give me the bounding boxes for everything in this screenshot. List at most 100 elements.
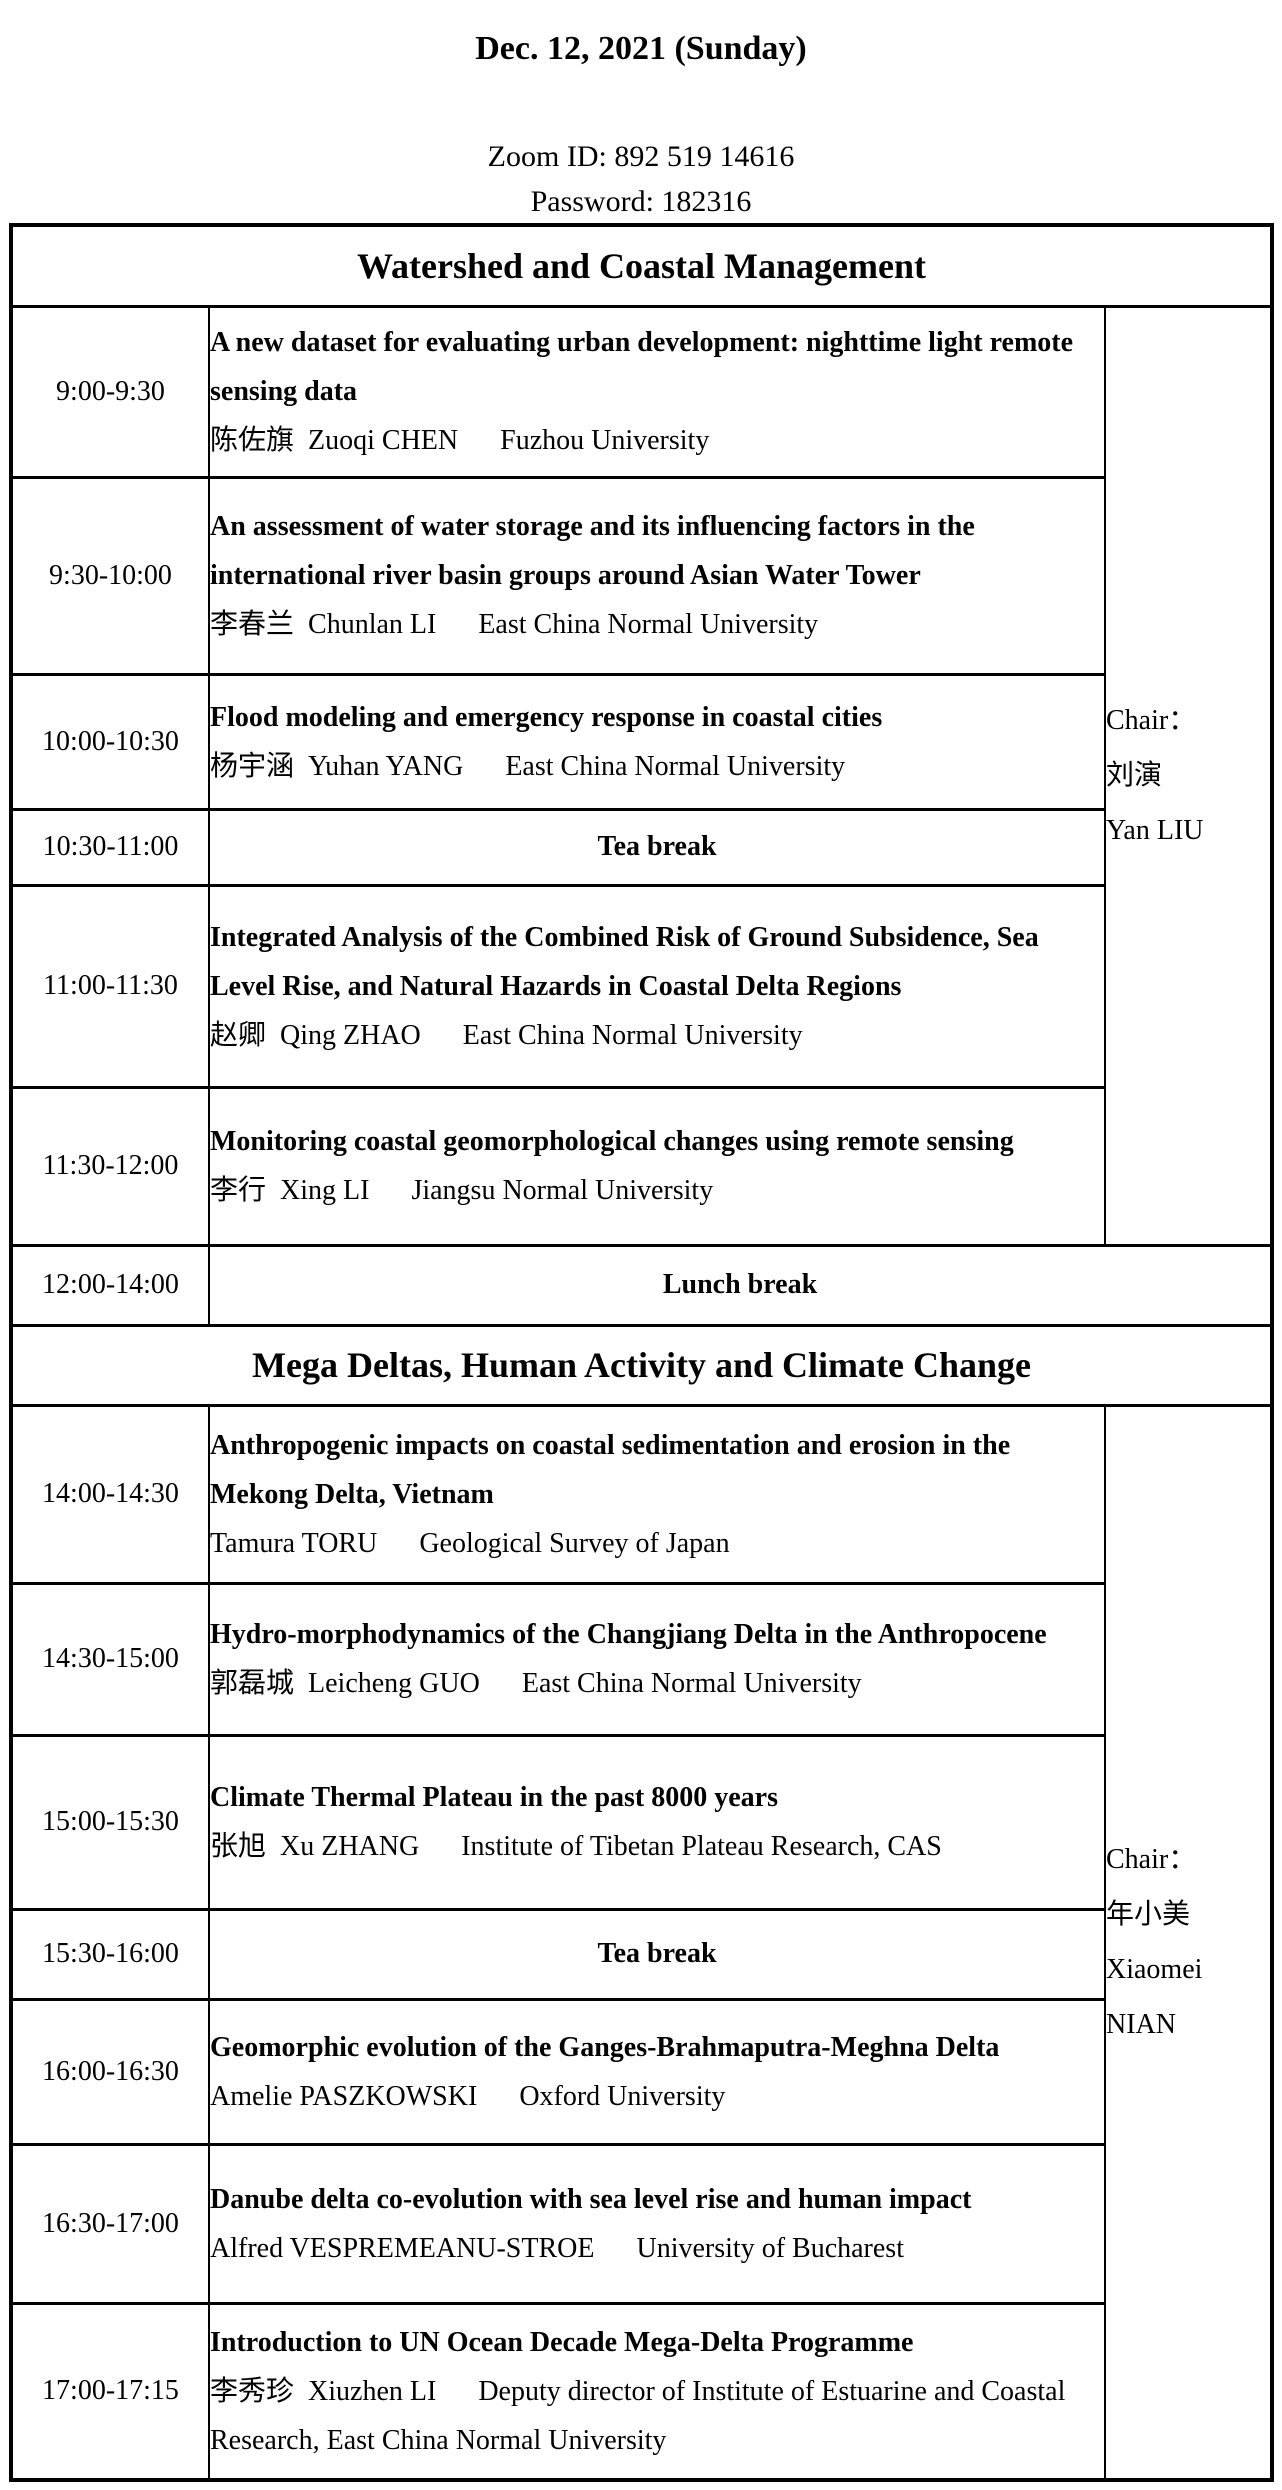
table-row: 9:00-9:30 A new dataset for evaluating u… <box>10 304 1273 1247</box>
speaker-name-cn: 赵卿 <box>210 1019 267 1051</box>
speaker-affiliation: East China Normal University <box>521 1668 862 1699</box>
speaker-line: 杨宇涵 Yuhan YANG East China Normal Universit… <box>211 742 1103 791</box>
speaker-name-en: Yuhan YANG <box>308 750 464 782</box>
page-title: Dec. 12, 2021 (Sunday) <box>475 30 807 67</box>
tea-break-cell: Tea break <box>208 807 1106 887</box>
time-cell: 14:30-15:00 <box>10 1581 210 1737</box>
time-cell: 11:00-11:30 <box>10 883 210 1089</box>
talk-title: A new dataset for evaluating urban devel… <box>210 327 1074 407</box>
speaker-affiliation: Oxford University <box>519 2080 726 2112</box>
speaker-name-cn: 李行 <box>210 1175 267 1206</box>
talk-title: Climate Thermal Plateau in the past 8000… <box>210 1782 778 1813</box>
speaker-affiliation: Institute of Tibetan Plateau Research, C… <box>461 1831 942 1862</box>
talk-cell: Integrated Analysis of the Combined Risk… <box>208 883 1106 1089</box>
speaker-affiliation: Deputy director of Institute of Estuarin… <box>210 2375 1066 2456</box>
table-row: 14:00-14:30 Anthropogenic impacts on coa… <box>10 1403 1273 2482</box>
speaker-line: 张旭 Xu ZHANG Institute of Tibetan Plateau R… <box>210 1822 1103 1871</box>
talk-cell: Introduction to UN Ocean Decade Mega-Del… <box>208 2301 1106 2482</box>
chair-name-en: Yan LIU <box>1106 815 1204 846</box>
talk-title: Hydro-morphodynamics of the Changjiang D… <box>210 1619 1047 1650</box>
speaker-line: Tamura TORU Geological Survey of Japan <box>210 1519 1103 1568</box>
talk-cell: Anthropogenic impacts on coastal sedimen… <box>208 1403 1106 1585</box>
speaker-name-en: Amelie PASZKOWSKI <box>210 2080 478 2112</box>
speaker-name-en: Leicheng GUO <box>308 1668 480 1699</box>
speaker-line: Alfred VESPREMEANU-STROE University of Bu… <box>211 2224 1103 2273</box>
zoom-id-label: Zoom ID: <box>487 140 607 173</box>
talk-title: Geomorphic evolution of the Ganges-Brahm… <box>210 2031 1000 2063</box>
table-row: 12:00-14:00 Lunch break <box>10 1243 1273 1327</box>
speaker-name-cn: 李秀珍 <box>210 2375 295 2407</box>
speaker-name-cn: 李春兰 <box>210 609 295 640</box>
talk-title: Integrated Analysis of the Combined Risk… <box>210 921 1039 1002</box>
talk-title: Introduction to UN Ocean Decade Mega-Del… <box>210 2326 914 2358</box>
speaker-name-cn: 张旭 <box>210 1831 267 1862</box>
talk-title: Flood modeling and emergency response in… <box>210 701 883 733</box>
talk-title: Anthropogenic impacts on coastal sedimen… <box>210 1429 1011 1510</box>
session-header-mega-deltas: Mega Deltas, Human Activity and Climate … <box>10 1323 1273 1407</box>
time-cell: 14:00-14:30 <box>10 1403 210 1585</box>
time-cell: 16:00-16:30 <box>10 1997 210 2146</box>
chair-label: Chair： <box>1106 1844 1197 1876</box>
time-cell: 12:00-14:00 <box>10 1243 210 1327</box>
table-row: 16:30-17:00 Danube delta co-evolution wi… <box>10 2142 1272 2305</box>
chair-name-cn: 刘演 <box>1106 760 1163 791</box>
table-row: 16:00-16:30 Geomorphic evolution of the … <box>10 1997 1272 2146</box>
table-row: 11:00-11:30 Integrated Analysis of the C… <box>10 883 1272 1089</box>
talk-cell: Geomorphic evolution of the Ganges-Brahm… <box>208 1997 1106 2146</box>
speaker-name-en: Chunlan LI <box>308 609 437 640</box>
talk-cell: Danube delta co-evolution with sea level… <box>208 2142 1106 2305</box>
speaker-name-cn: 陈佐旗 <box>210 425 295 456</box>
talk-cell: Hydro-morphodynamics of the Changjiang D… <box>208 1581 1106 1737</box>
speaker-affiliation: University of Bucharest <box>636 2232 904 2264</box>
chair-name-cn: 年小美 <box>1106 1899 1191 1931</box>
speaker-line: 李春兰 Chunlan LI East China Normal Universit… <box>210 600 1103 649</box>
speaker-line: 李秀珍 Xiuzhen LI Deputy director of Institut… <box>210 2367 1103 2465</box>
speaker-affiliation: East China Normal University <box>478 609 819 640</box>
time-cell: 11:30-12:00 <box>10 1085 210 1247</box>
lunch-break-cell: Lunch break <box>208 1243 1273 1327</box>
talk-cell: Flood modeling and emergency response in… <box>208 672 1106 811</box>
speaker-name-en: Zuoqi CHEN <box>308 425 459 456</box>
talk-title: Monitoring coastal geomorphological chan… <box>210 1126 1014 1157</box>
speaker-name-en: Tamura TORU <box>210 1527 378 1559</box>
chair-label: Chair： <box>1106 705 1197 736</box>
meeting-info: Zoom ID: 892 519 14616 Password: 182316 <box>0 140 1282 219</box>
time-cell: 16:30-17:00 <box>10 2142 210 2305</box>
zoom-id-value: 892 519 14616 <box>614 140 795 173</box>
talk-title: Danube delta co-evolution with sea level… <box>210 2183 972 2215</box>
speaker-name-en: Xu ZHANG <box>280 1831 420 1862</box>
speaker-line: 郭磊城 Leicheng GUO East China Normal Univers… <box>210 1659 1103 1708</box>
table-row: 11:30-12:00 Monitoring coastal geomorpho… <box>10 1085 1272 1247</box>
speaker-line: 赵卿 Qing ZHAO East China Normal University <box>210 1011 1103 1060</box>
time-cell: 15:00-15:30 <box>10 1733 210 1911</box>
chair-cell-session1: Chair： 刘演 Yan LIU <box>1104 304 1273 1247</box>
password-label: Password: <box>530 185 654 218</box>
schedule-table: Watershed and Coastal Management 9:00-9:… <box>9 223 1274 2482</box>
talk-cell: Climate Thermal Plateau in the past 8000… <box>208 1733 1106 1911</box>
table-row: 15:30-16:00 Tea break <box>10 1907 1272 2001</box>
table-row: 9:30-10:00 An assessment of water storag… <box>10 475 1272 676</box>
tea-break-cell: Tea break <box>208 1907 1106 2001</box>
speaker-affiliation: East China Normal University <box>505 750 846 782</box>
speaker-affiliation: Jiangsu Normal University <box>411 1175 714 1206</box>
speaker-line: 李行 Xing LI Jiangsu Normal University <box>210 1166 1103 1215</box>
speaker-affiliation: Geological Survey of Japan <box>419 1527 730 1559</box>
talk-title: An assessment of water storage and its i… <box>210 511 975 591</box>
table-row: 14:30-15:00 Hydro-morphodynamics of the … <box>10 1581 1272 1737</box>
talk-cell: An assessment of water storage and its i… <box>208 475 1106 676</box>
zoom-id-line: Zoom ID: 892 519 14616 <box>0 140 1282 174</box>
time-cell: 9:00-9:30 <box>10 304 210 479</box>
table-row: 10:00-10:30 Flood modeling and emergency… <box>10 672 1272 811</box>
time-cell: 10:30-11:00 <box>10 807 210 887</box>
speaker-name-en: Xiuzhen LI <box>308 2375 437 2407</box>
time-cell: 9:30-10:00 <box>10 475 210 676</box>
chair-cell-session2: Chair： 年小美 Xiaomei NIAN <box>1104 1403 1273 2482</box>
talk-cell: A new dataset for evaluating urban devel… <box>208 304 1106 479</box>
session-header-watershed: Watershed and Coastal Management <box>10 223 1273 308</box>
speaker-name-cn: 郭磊城 <box>210 1668 295 1699</box>
table-row: 10:30-11:00 Tea break <box>10 807 1272 887</box>
time-cell: 17:00-17:15 <box>10 2301 210 2482</box>
password-line: Password: 182316 <box>0 185 1282 219</box>
time-cell: 15:30-16:00 <box>10 1907 210 2001</box>
table-row: 15:00-15:30 Climate Thermal Plateau in t… <box>10 1733 1272 1911</box>
